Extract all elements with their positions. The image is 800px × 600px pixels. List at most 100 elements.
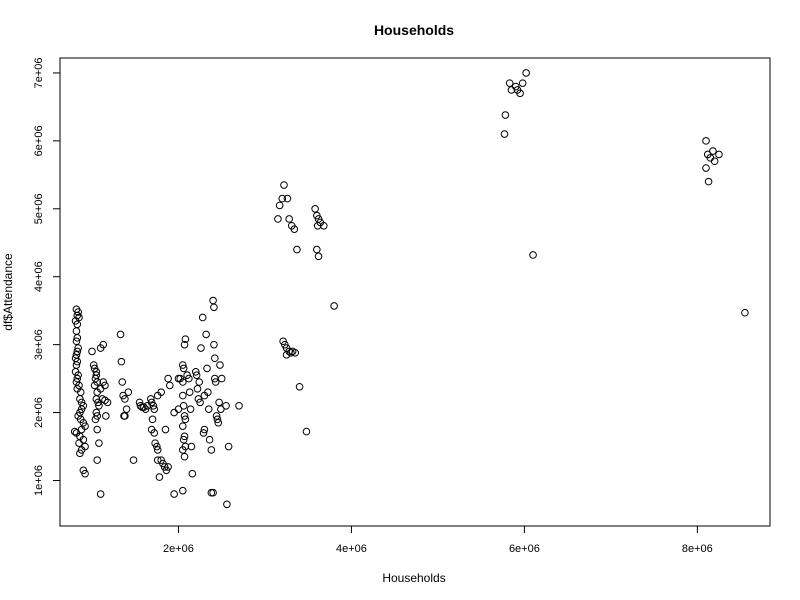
data-point (170, 408, 178, 417)
data-point (702, 137, 710, 145)
data-point (77, 425, 86, 434)
data-point (214, 418, 223, 427)
data-point (715, 150, 723, 159)
data-point (192, 371, 201, 380)
data-point (330, 302, 338, 310)
data-point (180, 340, 189, 349)
data-point (204, 388, 212, 396)
data-point (103, 398, 112, 407)
data-point (179, 391, 187, 400)
data-point (99, 340, 108, 349)
data-point (101, 396, 109, 405)
data-point (74, 308, 82, 316)
data-point (118, 378, 127, 386)
data-point (224, 442, 233, 451)
data-point (193, 384, 202, 393)
data-point (153, 442, 161, 451)
y-axis-label: df$Attendance (1, 253, 15, 331)
data-point (91, 415, 100, 424)
data-point (529, 251, 537, 259)
y-tick-label: 5e+06 (33, 193, 45, 224)
data-point (140, 403, 148, 411)
data-point (95, 439, 103, 447)
data-point (204, 405, 213, 413)
data-point (164, 374, 172, 383)
data-point (210, 354, 219, 363)
data-point (702, 164, 710, 172)
data-point (122, 405, 131, 413)
x-tick-label: 6e+06 (509, 543, 540, 555)
data-point (290, 225, 299, 233)
data-point (179, 361, 187, 369)
data-point (199, 429, 208, 437)
data-point (293, 245, 301, 254)
data-point (302, 427, 311, 436)
data-point (89, 361, 98, 369)
data-point (210, 340, 218, 349)
x-axis: 2e+06 4e+06 6e+06 8e+06 (163, 526, 713, 555)
data-point (188, 469, 197, 478)
data-point (129, 456, 138, 464)
data-point (72, 337, 81, 346)
data-point (179, 422, 187, 430)
data-point (164, 463, 172, 471)
data-point (211, 378, 220, 386)
y-tick-label: 1e+06 (33, 465, 45, 496)
data-point (149, 401, 158, 410)
x-tick-label: 8e+06 (682, 543, 713, 555)
data-point (90, 381, 99, 390)
data-point (179, 364, 188, 373)
data-point (275, 201, 284, 210)
data-point (117, 357, 126, 366)
data-point (96, 384, 105, 393)
data-point (209, 296, 217, 305)
data-point (180, 452, 189, 461)
data-point (709, 147, 717, 155)
data-point (516, 89, 524, 98)
data-point (501, 111, 510, 119)
data-points (70, 69, 749, 509)
data-point (124, 388, 133, 396)
data-point (186, 405, 195, 413)
data-point (121, 412, 129, 420)
data-point (210, 303, 218, 312)
data-point (174, 405, 183, 413)
data-point (216, 361, 224, 369)
data-point (73, 347, 82, 356)
data-point (179, 446, 187, 454)
data-point (198, 313, 207, 322)
data-point (179, 486, 187, 495)
data-point (187, 442, 196, 451)
data-point (196, 398, 204, 407)
data-point (161, 425, 170, 434)
data-point (278, 194, 287, 203)
data-point (212, 412, 221, 420)
data-point (285, 215, 293, 223)
data-point (505, 79, 514, 87)
data-point (195, 378, 204, 386)
data-point (222, 401, 230, 410)
data-point (185, 388, 194, 396)
data-point (191, 368, 200, 376)
data-point (217, 374, 226, 383)
data-point (200, 425, 209, 434)
data-point (223, 500, 231, 509)
data-point (73, 311, 82, 320)
data-point (704, 177, 713, 186)
data-point (291, 348, 300, 357)
data-point (710, 157, 719, 166)
data-point (155, 473, 164, 481)
data-point (70, 427, 79, 436)
data-point (185, 374, 193, 383)
data-point (93, 456, 101, 464)
data-point (313, 245, 321, 254)
data-point (72, 327, 81, 335)
data-point (205, 435, 214, 444)
data-point (121, 395, 129, 403)
data-point (314, 252, 323, 261)
data-point (209, 488, 217, 497)
data-point (203, 364, 211, 373)
plot-frame (59, 57, 771, 527)
data-point (287, 348, 295, 357)
y-tick-label: 6e+06 (33, 125, 45, 156)
